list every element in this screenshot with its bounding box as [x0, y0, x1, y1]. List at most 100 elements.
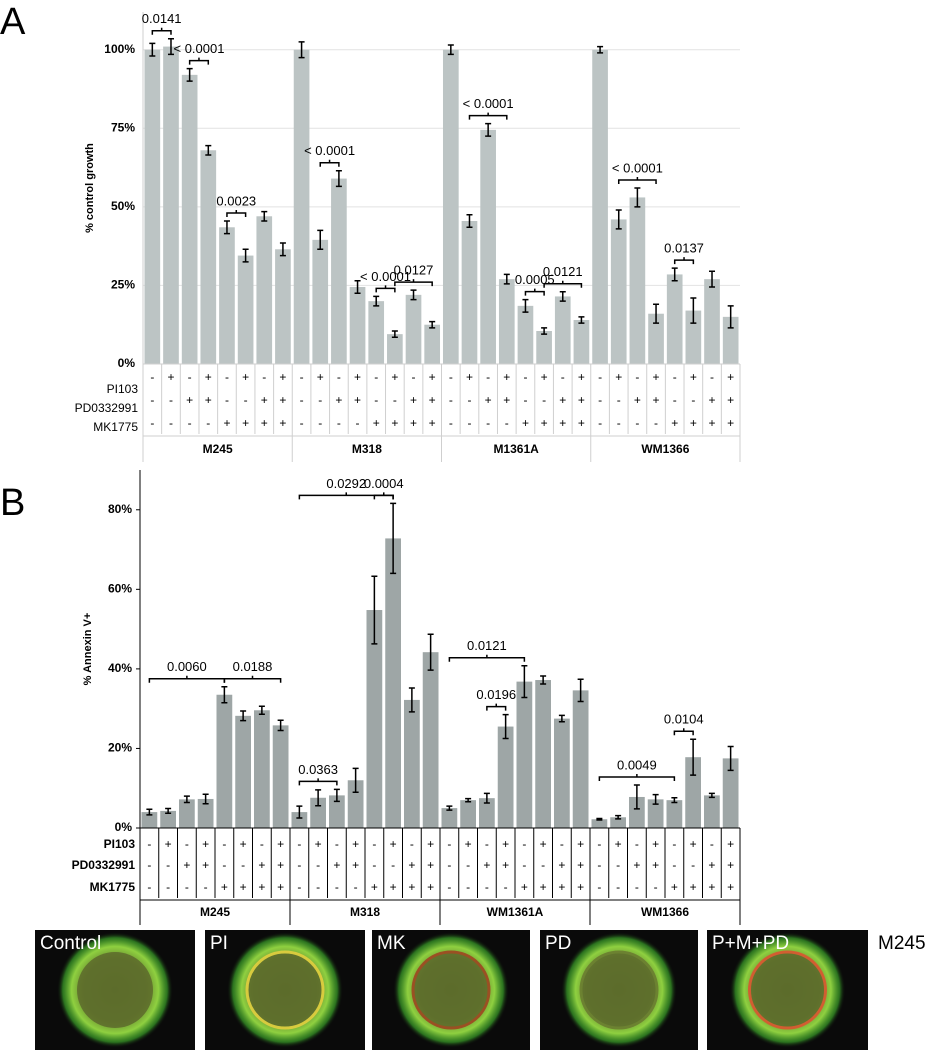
group-label: M245 [203, 442, 233, 456]
condition-sign: + [727, 393, 734, 407]
error-bar [390, 502, 397, 575]
condition-sign: - [150, 416, 154, 430]
condition-sign: + [352, 858, 359, 872]
condition-sign: - [467, 393, 471, 407]
condition-sign: + [279, 416, 286, 430]
error-bar [279, 242, 286, 257]
error-bar [652, 793, 659, 805]
condition-sign: + [485, 393, 492, 407]
condition-sign: - [635, 837, 639, 851]
error-bar [373, 295, 380, 307]
bar [405, 294, 422, 364]
condition-sign: + [371, 880, 378, 894]
error-bar [709, 270, 716, 288]
condition-sign: - [147, 880, 151, 894]
condition-sign: - [297, 837, 301, 851]
condition-sign: - [147, 858, 151, 872]
condition-sign: + [390, 880, 397, 894]
group-label: M245 [200, 905, 230, 919]
condition-sign: + [277, 880, 284, 894]
y-tick-label: 75% [111, 120, 135, 134]
condition-sign: - [466, 880, 470, 894]
condition-sign: + [186, 393, 193, 407]
significance-bracket [298, 778, 338, 786]
group-label: M318 [350, 905, 380, 919]
condition-sign: - [447, 880, 451, 894]
condition-sign: + [633, 858, 640, 872]
condition-sign: - [654, 416, 658, 430]
condition-sign: + [391, 416, 398, 430]
condition-sign: - [654, 880, 658, 894]
p-value-label: 0.0196 [476, 687, 516, 702]
condition-sign: + [671, 416, 678, 430]
y-tick-label: 100% [104, 42, 135, 56]
condition-sign: + [427, 837, 434, 851]
p-value-label: 0.0104 [664, 712, 704, 727]
p-value-label: 0.0121 [543, 264, 583, 279]
condition-sign: + [202, 837, 209, 851]
condition-sign: - [150, 393, 154, 407]
error-bar [615, 814, 622, 820]
condition-sign: - [561, 370, 565, 384]
bar [461, 221, 478, 364]
spheroid-core [411, 950, 491, 1030]
condition-sign: - [597, 837, 601, 851]
bar [610, 817, 626, 828]
condition-sign: - [410, 837, 414, 851]
condition-sign: - [354, 880, 358, 894]
error-bar [671, 797, 678, 804]
condition-sign: - [374, 370, 378, 384]
condition-sign: + [690, 880, 697, 894]
bar [144, 49, 161, 364]
condition-sign: + [653, 393, 660, 407]
bar [312, 239, 329, 364]
condition-sign: - [188, 416, 192, 430]
condition-sign: + [429, 393, 436, 407]
bar [516, 681, 533, 828]
error-bar [186, 67, 193, 82]
group-label: M1361A [493, 442, 539, 456]
bar [648, 313, 664, 364]
condition-sign: - [147, 837, 151, 851]
condition-sign: + [240, 880, 247, 894]
condition-sign: + [558, 858, 565, 872]
bar [179, 799, 195, 828]
condition-sign: - [166, 880, 170, 894]
error-bar [315, 789, 322, 807]
condition-label: PI103 [107, 382, 139, 396]
condition-sign: - [485, 880, 489, 894]
condition-sign: + [503, 393, 510, 407]
condition-sign: - [691, 393, 695, 407]
image-label: PI [210, 933, 228, 954]
condition-sign: - [523, 370, 527, 384]
condition-sign: - [710, 370, 714, 384]
bar [441, 808, 458, 828]
error-bar [371, 575, 378, 645]
bar [237, 255, 254, 364]
condition-sign: + [261, 416, 268, 430]
error-bar [447, 44, 454, 56]
error-bar [427, 633, 434, 671]
condition-sign: + [391, 370, 398, 384]
error-bar [653, 303, 660, 324]
bar [685, 757, 701, 828]
error-bar [596, 817, 603, 821]
significance-bracket [226, 210, 247, 217]
bar [219, 227, 235, 364]
error-bar [223, 220, 230, 235]
bar [422, 652, 439, 828]
spheroid-core [77, 952, 153, 1028]
error-bar [522, 298, 529, 313]
bar [629, 796, 645, 828]
condition-sign: - [356, 416, 360, 430]
condition-sign: + [503, 370, 510, 384]
condition-sign: - [316, 858, 320, 872]
condition-sign: + [223, 416, 230, 430]
bar [329, 795, 345, 828]
condition-sign: + [354, 370, 361, 384]
condition-label: PD0332991 [75, 401, 139, 415]
condition-sign: + [577, 880, 584, 894]
significance-bracket [375, 285, 396, 293]
condition-sign: - [169, 393, 173, 407]
condition-sign: - [169, 416, 173, 430]
